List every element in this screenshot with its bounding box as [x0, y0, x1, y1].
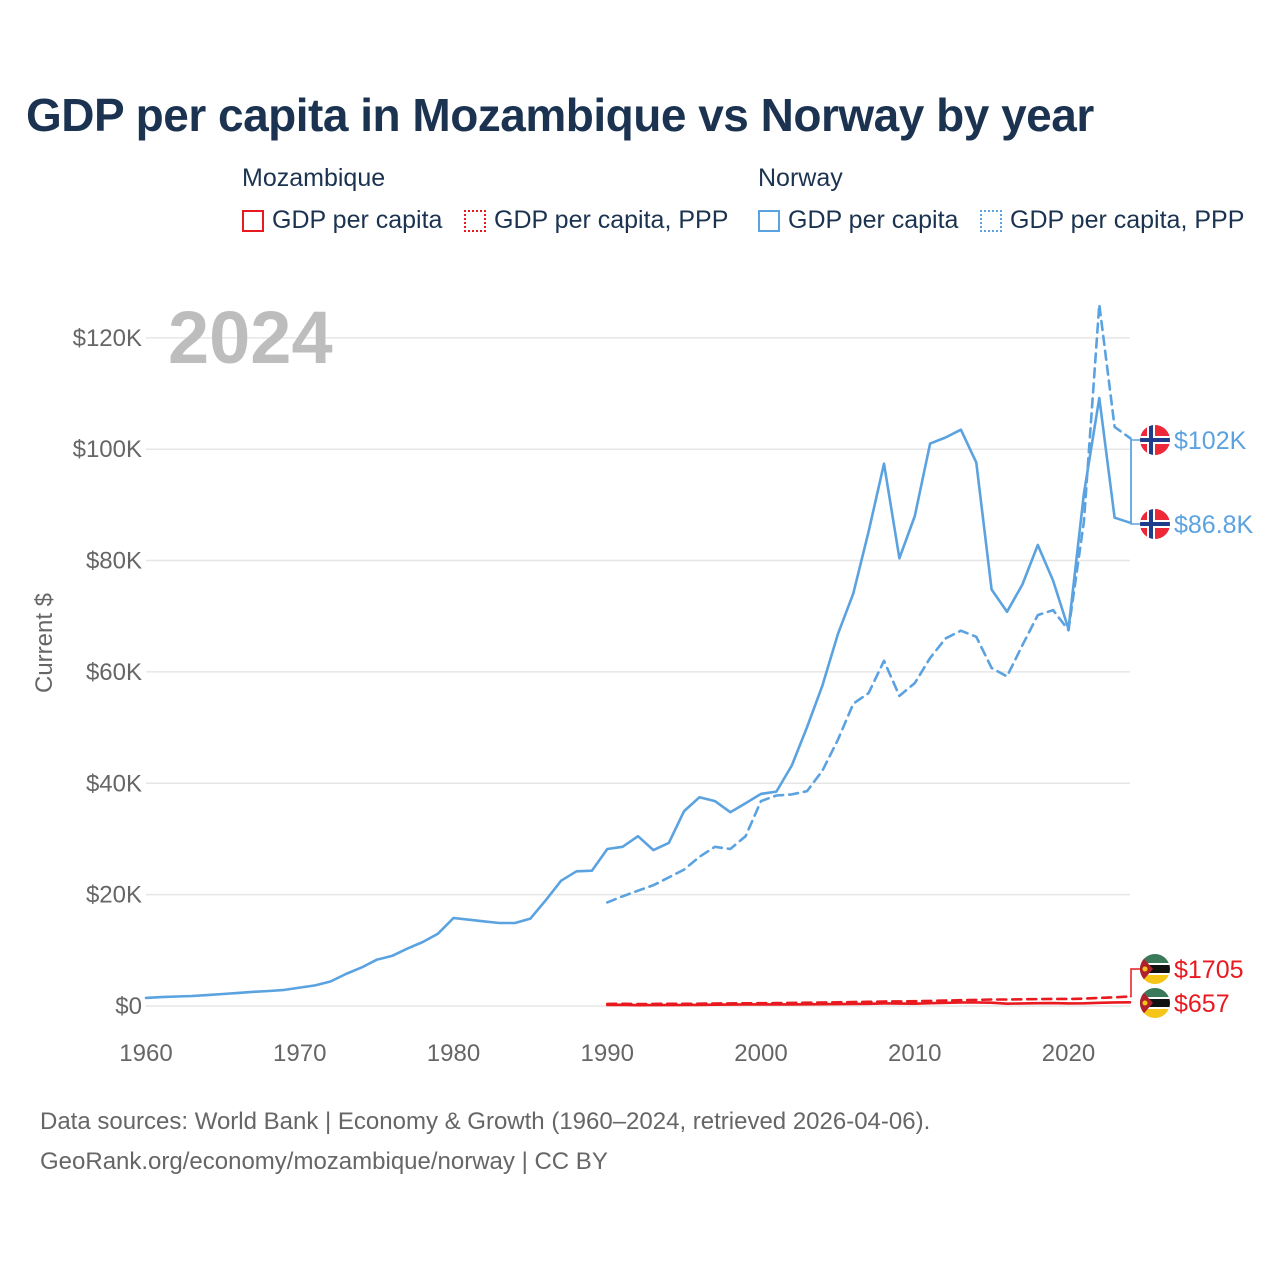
y-tick-label: $80K	[86, 548, 142, 575]
legend-swatch-solid	[242, 209, 264, 232]
mozambique-flag-icon	[1140, 954, 1170, 984]
y-tick-label: $60K	[86, 659, 142, 686]
legend-swatch-dotted	[464, 209, 486, 232]
series-line-mozambique-gdp-per-capita	[605, 1000, 1132, 1007]
legend-item-norway-gdp[interactable]: GDP per capita	[758, 206, 958, 235]
series-layer	[144, 303, 1132, 1007]
x-tick-label: 2000	[734, 1040, 787, 1067]
legend-swatch-solid	[758, 209, 780, 232]
norway-flag-icon	[1140, 425, 1170, 455]
legend-group-norway: Norway	[758, 164, 843, 192]
y-tick-label: $100K	[73, 436, 142, 463]
end-labels: $657 $1705 $86.8K $102K	[1130, 425, 1254, 1018]
legend-label: GDP per capita	[788, 206, 959, 234]
x-tick-label: 1990	[581, 1040, 634, 1067]
x-tick-label: 1980	[427, 1040, 480, 1067]
y-tick-label: $0	[115, 993, 142, 1020]
legend-label: GDP per capita	[272, 206, 443, 234]
norway-flag-icon	[1140, 509, 1170, 539]
series-line-norway-gdp-per-capita	[144, 396, 1132, 1000]
end-label-leader	[1130, 439, 1140, 524]
legend-swatch-dotted	[980, 209, 1002, 232]
x-tick-label: 2010	[888, 1040, 941, 1067]
legend-label: GDP per capita, PPP	[1010, 206, 1245, 234]
legend-label: GDP per capita, PPP	[494, 206, 729, 234]
x-tick-label: 2020	[1042, 1040, 1095, 1067]
x-tick-label: 1970	[273, 1040, 326, 1067]
y-tick-label: $120K	[73, 325, 142, 352]
series-line-mozambique-gdp-per-capita-ppp	[605, 995, 1132, 1006]
series-line-norway-gdp-per-capita-ppp	[605, 303, 1132, 904]
mozambique-flag-icon	[1140, 988, 1170, 1018]
x-tick-label: 1960	[119, 1040, 172, 1067]
y-tick-label: $40K	[86, 770, 142, 797]
legend-item-norway-gdp-ppp[interactable]: GDP per capita, PPP	[980, 206, 1244, 235]
end-value-label: $86.8K	[1174, 511, 1254, 539]
source-link[interactable]: GeoRank.org/economy/mozambique/norway | …	[40, 1148, 608, 1175]
y-axis-label: Current $	[31, 593, 58, 693]
end-label-leader	[1130, 968, 1140, 998]
end-value-label: $657	[1174, 990, 1230, 1018]
y-tick-label: $20K	[86, 882, 142, 909]
end-value-label: $1705	[1174, 956, 1244, 984]
grid-layer	[146, 337, 1130, 1007]
legend-item-mozambique-gdp-ppp[interactable]: GDP per capita, PPP	[464, 206, 728, 235]
chart-title: GDP per capita in Mozambique vs Norway b…	[26, 89, 1094, 141]
legend-item-mozambique-gdp[interactable]: GDP per capita	[242, 206, 442, 235]
axis-layer: $0 $20K $40K $60K $80K $100K $120K 1960 1970 1980…	[73, 325, 1096, 1067]
year-watermark: 2024	[168, 296, 333, 379]
end-value-label: $102K	[1174, 427, 1247, 455]
legend-group-mozambique: Mozambique	[242, 164, 386, 192]
source-note: Data sources: World Bank | Economy & Gro…	[40, 1108, 931, 1135]
line-chart: 2024 Current $ $0 $20K $40K $60K $80K $100K $1…	[31, 296, 1254, 1067]
